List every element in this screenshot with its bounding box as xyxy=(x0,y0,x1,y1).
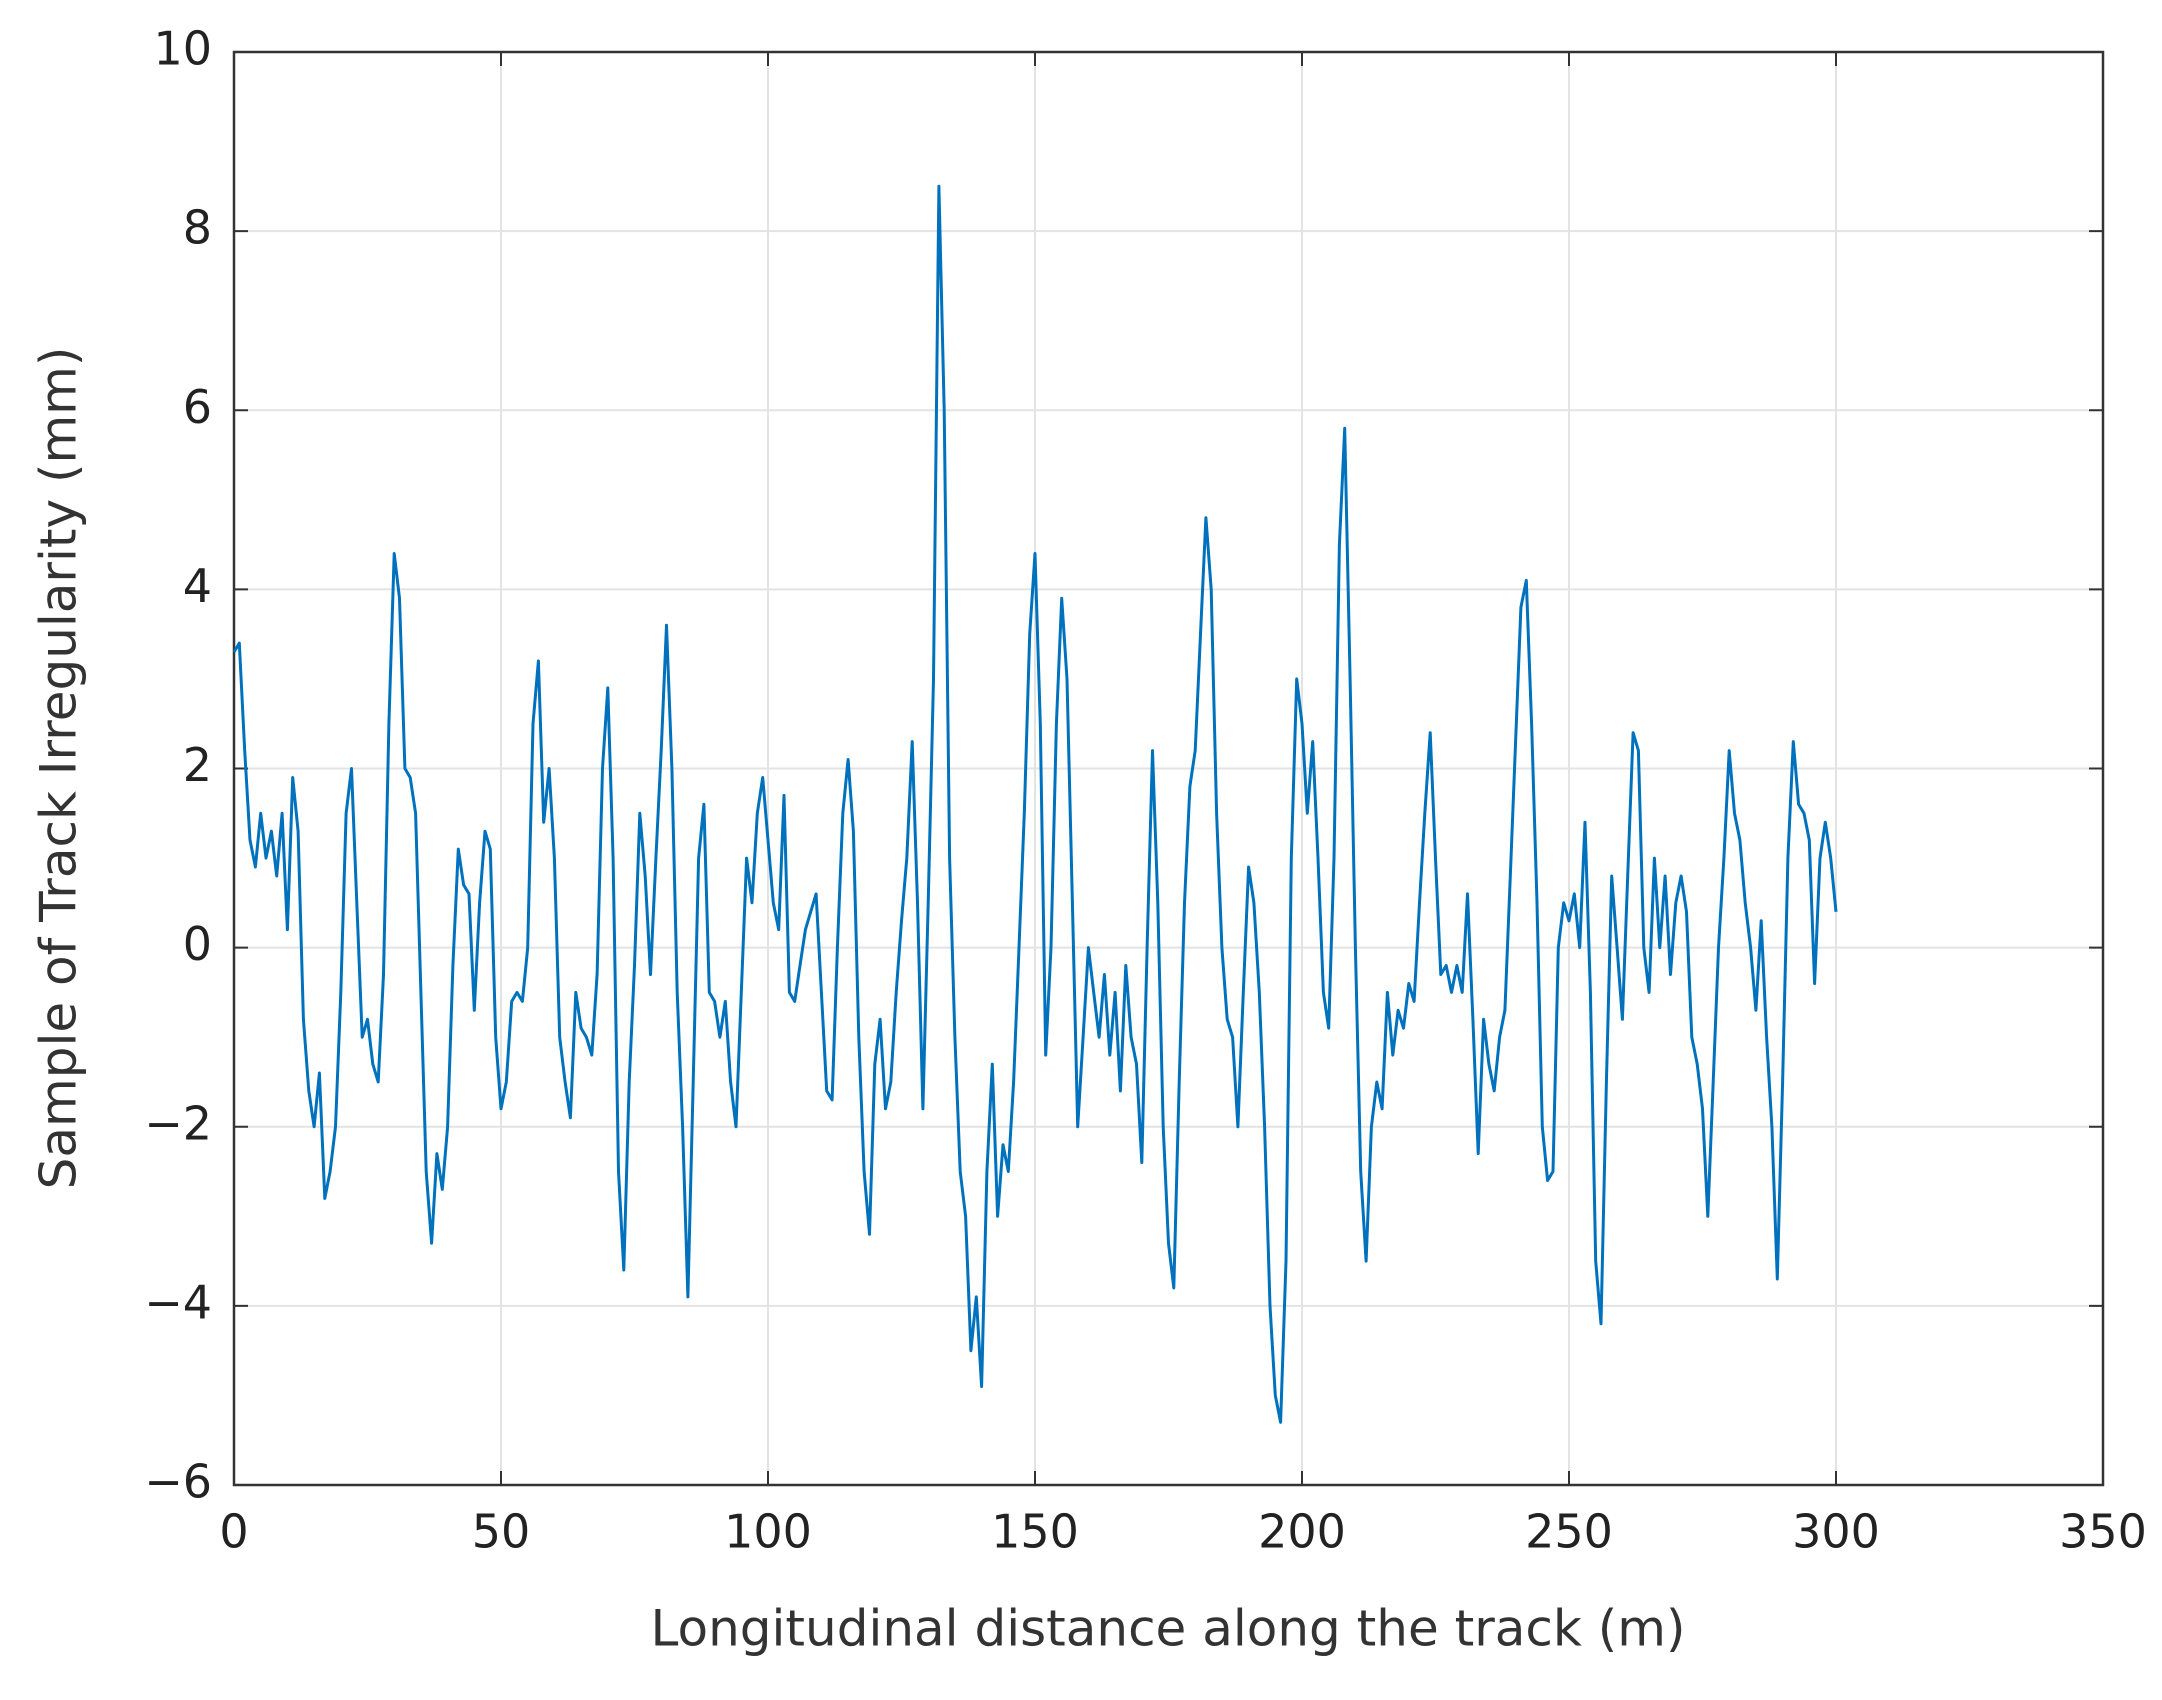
x-tick-label: 300 xyxy=(1792,1505,1880,1559)
axes-box xyxy=(232,50,2105,1487)
y-tick-label: −2 xyxy=(144,1096,212,1150)
y-tick-label: −6 xyxy=(144,1455,212,1509)
y-tick-label: 10 xyxy=(153,22,212,76)
x-tick-label: 350 xyxy=(2059,1505,2147,1559)
x-axis-label: Longitudinal distance along the track (m… xyxy=(651,1600,1686,1658)
y-tick-label: 0 xyxy=(183,917,212,971)
x-tick-label: 150 xyxy=(991,1505,1079,1559)
y-tick-label: 6 xyxy=(183,380,212,434)
y-tick-label: 4 xyxy=(183,559,212,613)
y-tick-label: −4 xyxy=(144,1275,212,1329)
y-tick-label: 8 xyxy=(183,201,212,255)
data-line xyxy=(232,184,1838,1424)
y-tick-label: 2 xyxy=(183,738,212,792)
x-tick-label: 100 xyxy=(724,1505,812,1559)
x-tick-label: 50 xyxy=(472,1505,531,1559)
x-tick-label: 250 xyxy=(1525,1505,1613,1559)
x-tick-label: 0 xyxy=(219,1505,248,1559)
y-axis-label: Sample of Track Irregularity (mm) xyxy=(30,347,88,1190)
x-tick-label: 200 xyxy=(1258,1505,1346,1559)
